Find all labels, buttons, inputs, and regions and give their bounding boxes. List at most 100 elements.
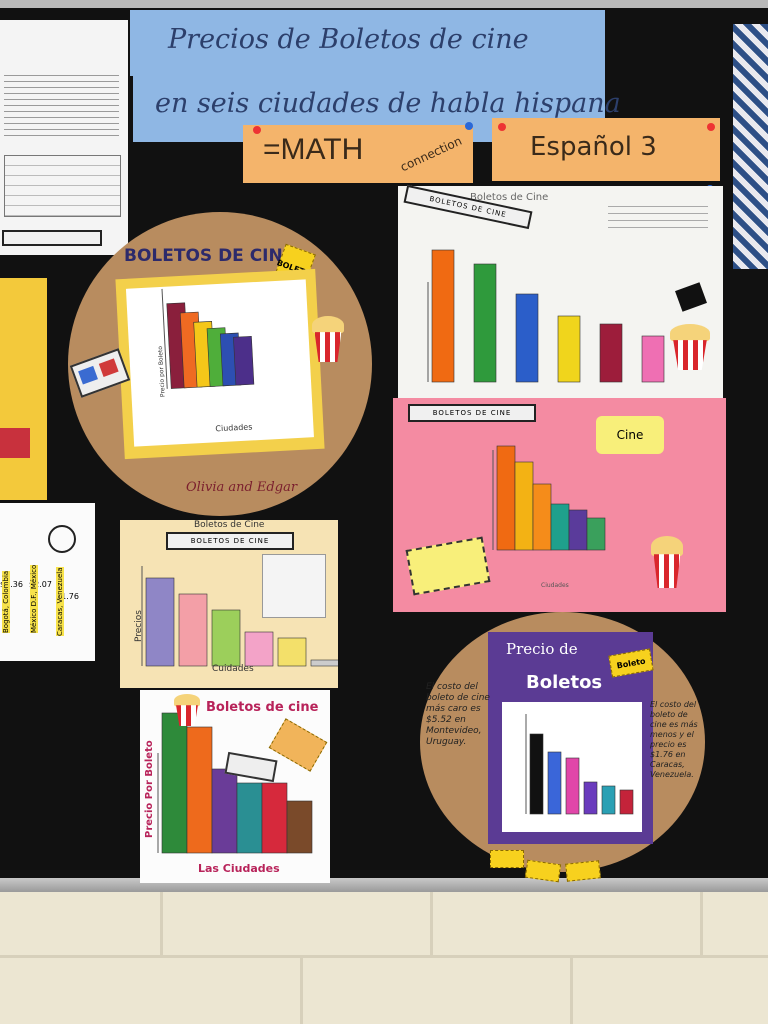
city-label: México D.F., México [30, 564, 38, 633]
purple-title-1: Precio de [506, 640, 578, 658]
cat-icon [48, 525, 76, 553]
board-ledge [0, 878, 768, 892]
note-left: El costo del boleto de cine más caro es … [426, 682, 490, 747]
popcorn-icon [312, 316, 344, 362]
manila-poster: Boletos de Cine BOLETOS DE CINE Precios … [120, 520, 338, 688]
bar [473, 263, 497, 383]
popcorn-icon [651, 536, 683, 588]
purple-poster: Precio de Boletos [488, 632, 653, 844]
mortar-line [700, 892, 703, 955]
bar [515, 293, 539, 383]
boleto-ticket [490, 850, 524, 868]
price-value: $2.07 [29, 580, 52, 589]
bar [211, 609, 241, 667]
white-poster: Boletos de Cine BOLETOS DE CINE [398, 184, 723, 398]
poster-frame: Precio por Boleto Ciudades [115, 268, 325, 460]
yellow-folder-edge [0, 278, 47, 500]
circle-poster-title: BOLETOS DE CINE [124, 246, 295, 266]
handout-text-block [4, 70, 119, 140]
spanish-card: Español 3 [492, 118, 720, 181]
cardboard-circle-poster: Precio de Boletos Boleto El costo del bo… [420, 612, 705, 883]
city-label: Bogotá, Colombia [2, 570, 10, 633]
film-strip: BOLETOS DE CINE [166, 532, 294, 550]
cine-tag-text: Cine [616, 428, 644, 442]
bar [236, 782, 263, 854]
mortar-line [570, 958, 573, 1024]
y-axis-label: Precios [134, 610, 144, 642]
bar [286, 800, 313, 854]
manila-title: Boletos de Cine [194, 520, 265, 530]
bar [601, 785, 616, 815]
bar-chart [141, 566, 338, 667]
bar [532, 483, 552, 551]
red-tag [0, 428, 30, 458]
bar [186, 726, 213, 854]
spanish-card-label: Español 3 [530, 132, 657, 162]
banner-line-2: en seis ciudades de habla hispana [155, 88, 621, 119]
film-strip [2, 230, 102, 246]
handout-sheet [0, 20, 128, 255]
bar [161, 712, 188, 854]
math-card: =MATH connection [243, 125, 473, 183]
boleto-ticket [565, 860, 601, 882]
bar-chart [525, 714, 634, 815]
bar [529, 733, 544, 815]
pushpin [465, 122, 473, 130]
title-banner-1: Precios de Boletos de cine [130, 10, 605, 76]
bar [277, 637, 307, 667]
bar [496, 445, 516, 551]
popcorn-icon [670, 324, 710, 370]
cine-tag: Cine [596, 416, 664, 454]
bar [244, 631, 274, 667]
bar [145, 577, 175, 667]
bar [547, 751, 562, 815]
note-right: El costo del boleto de cine es más menos… [650, 700, 698, 779]
price-value: $2.36 [0, 580, 23, 589]
bar-chart [492, 445, 606, 551]
bar [586, 517, 606, 551]
bar [514, 461, 534, 551]
mortar-line [160, 892, 163, 955]
mosaic-paper [733, 24, 768, 269]
bar-chart [161, 288, 255, 389]
x-axis-label: Las Ciudades [198, 862, 280, 875]
bottom-title: Boletos de cine [206, 700, 319, 715]
bar-chart [157, 712, 313, 854]
price-card: $2.36 $2.07 $1.76 Bogotá, Colombia Méxic… [0, 503, 95, 661]
mortar-line [0, 955, 768, 958]
banner-line-1: Precios de Boletos de cine [168, 24, 529, 55]
bar [619, 789, 634, 815]
poster-authors: Olivia and Edgar [186, 480, 298, 495]
film-strip-text: BOLETOS DE CINE [190, 537, 270, 545]
poster-sheet: Precio por Boleto Ciudades [125, 279, 314, 447]
mortar-line [430, 892, 433, 955]
bar-chart [427, 249, 665, 383]
bar [310, 659, 338, 667]
y-axis-label: Precio Por Boleto [144, 740, 155, 838]
film-strip-text: BOLETOS DE CINE [432, 409, 512, 417]
pink-folder-poster: BOLETOS DE CINE Cine Ciudades [393, 398, 726, 612]
bar [599, 323, 623, 383]
bar [233, 336, 255, 386]
bar [211, 768, 238, 854]
notes-text [608, 200, 708, 230]
white-poster-title: Boletos de Cine [470, 192, 549, 203]
x-axis-label: Ciudades [215, 422, 253, 434]
handout-table [4, 155, 121, 217]
popcorn-icon [174, 694, 200, 726]
pushpin [253, 126, 261, 134]
x-axis-label: Ciudades [541, 582, 569, 589]
bar [550, 503, 570, 551]
key-box [262, 554, 326, 618]
bar [583, 781, 598, 815]
y-axis [161, 288, 168, 389]
price-value: $1.76 [56, 592, 79, 601]
bar [431, 249, 455, 383]
math-card-sub: connection [398, 133, 464, 175]
bar [261, 782, 288, 854]
mortar-line [300, 958, 303, 1024]
bar [568, 509, 588, 551]
city-label: Caracas, Venezuela [56, 567, 64, 636]
purple-title-2: Boletos [526, 672, 603, 693]
ticket-text: Boleto [615, 656, 647, 670]
